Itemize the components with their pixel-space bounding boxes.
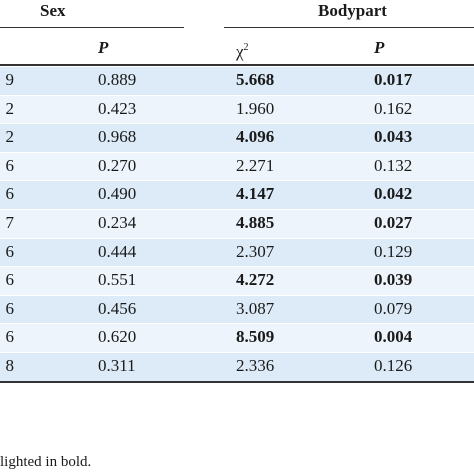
- bodypart-p-column-header: P: [374, 38, 385, 57]
- table-row: 6 0.620 8.509 0.004: [0, 323, 474, 352]
- row-divider: [0, 351, 474, 353]
- bodypart-p-cell: 0.079: [374, 298, 413, 318]
- table-row: 6 0.551 4.272 0.039: [0, 266, 474, 295]
- prev-column-cell: 6: [5, 327, 15, 347]
- chi-square-cell: 5.668: [236, 70, 275, 89]
- bodypart-p-cell: 0.017: [374, 70, 413, 89]
- sex-p-cell: 0.270: [98, 155, 137, 175]
- table-row: 8 0.311 2.336 0.126: [0, 351, 474, 381]
- sex-p-cell: 0.968: [98, 127, 137, 147]
- row-divider: [0, 123, 474, 125]
- bodypart-p-cell: 0.043: [374, 127, 413, 147]
- chi-square-cell: 2.336: [236, 355, 275, 375]
- row-divider: [0, 237, 474, 239]
- bodypart-p-cell: 0.132: [374, 155, 413, 175]
- header-bottom-rule: [0, 64, 474, 66]
- table-row: 7 0.234 4.885 0.027: [0, 208, 474, 238]
- sex-p-cell: 0.490: [98, 184, 137, 204]
- row-divider: [0, 323, 474, 325]
- row-divider: [0, 94, 474, 96]
- row-divider: [0, 294, 474, 296]
- chi-square-cell: 2.307: [236, 241, 275, 261]
- table-footnote: lighted in bold.: [0, 454, 92, 470]
- sex-p-cell: 0.423: [98, 98, 137, 118]
- bodypart-p-cell: 0.004: [374, 327, 413, 347]
- bodypart-p-cell: 0.129: [374, 241, 413, 261]
- table-bottom-rule: [0, 381, 474, 383]
- bodypart-p-cell: 0.027: [374, 212, 413, 232]
- table-row: 2 0.968 4.096 0.043: [0, 123, 474, 152]
- prev-column-cell: 2: [5, 98, 15, 118]
- bodypart-p-cell: 0.162: [374, 98, 413, 118]
- sex-p-cell: 0.234: [98, 212, 137, 232]
- chi-square-cell: 4.272: [236, 270, 275, 290]
- row-divider: [0, 266, 474, 268]
- prev-column-cell: 6: [5, 241, 15, 261]
- prev-column-cell: 2: [5, 127, 15, 147]
- sex-p-cell: 0.889: [98, 70, 137, 89]
- chi-square-cell: 3.087: [236, 298, 275, 318]
- chi-superscript: 2: [243, 42, 249, 53]
- table-row: 6 0.490 4.147 0.042: [0, 180, 474, 209]
- row-divider: [0, 66, 474, 67]
- table-row: 2 0.423 1.960 0.162: [0, 94, 474, 124]
- chi-square-cell: 4.096: [236, 127, 275, 147]
- prev-column-cell: 6: [5, 184, 15, 204]
- chi-square-cell: 4.147: [236, 184, 275, 204]
- prev-column-cell: 9: [5, 70, 15, 89]
- sex-p-cell: 0.551: [98, 270, 137, 290]
- bodypart-group-rule: [224, 27, 474, 28]
- sex-group-header: Sex: [40, 1, 66, 20]
- bodypart-group-header: Bodypart: [318, 1, 387, 20]
- table-row: 6 0.444 2.307 0.129: [0, 237, 474, 267]
- bodypart-p-cell: 0.039: [374, 270, 413, 290]
- table-body: 9 0.889 5.668 0.017 2 0.423 1.960 0.162 2 0.968 4.…: [0, 66, 474, 381]
- sex-group-rule: [0, 27, 184, 28]
- prev-column-cell: 6: [5, 155, 15, 175]
- bodypart-p-cell: 0.126: [374, 355, 413, 375]
- chi-symbol: χ: [236, 42, 244, 61]
- chi-square-column-header: χ2: [236, 36, 249, 61]
- prev-column-cell: 6: [5, 298, 15, 318]
- prev-column-cell: 7: [5, 212, 15, 232]
- sex-p-cell: 0.620: [98, 327, 137, 347]
- table-row: 6 0.270 2.271 0.132: [0, 151, 474, 181]
- sex-p-cell: 0.311: [98, 355, 136, 375]
- row-divider: [0, 180, 474, 182]
- chi-square-cell: 4.885: [236, 212, 275, 232]
- table-row: 6 0.456 3.087 0.079: [0, 294, 474, 324]
- prev-column-cell: 8: [5, 355, 15, 375]
- sex-p-cell: 0.456: [98, 298, 137, 318]
- sex-p-cell: 0.444: [98, 241, 137, 261]
- sex-p-column-header: P: [98, 38, 109, 57]
- bodypart-p-cell: 0.042: [374, 184, 413, 204]
- row-divider: [0, 208, 474, 210]
- chi-square-cell: 1.960: [236, 98, 275, 118]
- prev-column-cell: 6: [5, 270, 15, 290]
- row-divider: [0, 151, 474, 153]
- chi-square-cell: 8.509: [236, 327, 275, 347]
- table-row: 9 0.889 5.668 0.017: [0, 66, 474, 95]
- chi-square-cell: 2.271: [236, 155, 275, 175]
